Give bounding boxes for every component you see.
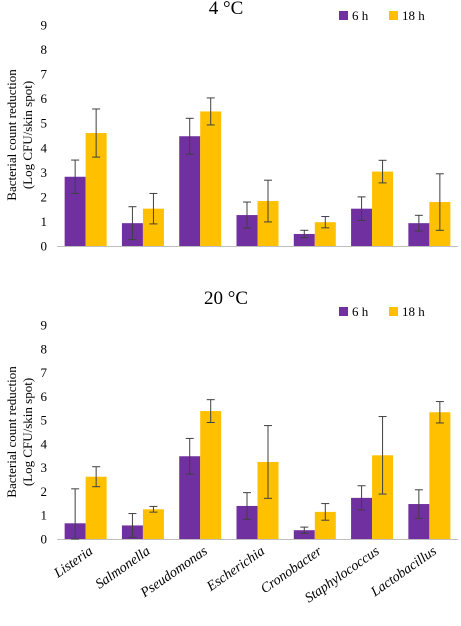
legend-swatch — [339, 11, 348, 20]
bar — [429, 412, 451, 539]
y-tick-label: 2 — [41, 484, 48, 499]
chart-title: 4 °C — [209, 0, 244, 19]
y-tick-label: 8 — [41, 341, 48, 356]
bar — [408, 223, 430, 246]
y-axis-label: Bacterial count reduction — [4, 366, 19, 498]
bar — [351, 208, 373, 246]
legend-label: 6 h — [352, 304, 369, 319]
legend-swatch — [389, 11, 398, 20]
bar — [351, 497, 373, 539]
legend-label: 18 h — [402, 8, 425, 23]
y-tick-label: 4 — [41, 140, 48, 155]
y-tick-label: 1 — [41, 508, 48, 523]
bar — [408, 504, 430, 539]
y-tick-label: 7 — [41, 67, 48, 82]
bar — [64, 176, 86, 246]
y-tick-label: 3 — [41, 460, 48, 475]
bar — [372, 455, 394, 539]
category-label: Escherichia — [204, 544, 268, 595]
y-tick-label: 8 — [41, 42, 48, 57]
bar — [85, 133, 107, 246]
legend-swatch — [389, 307, 398, 316]
y-tick-label: 6 — [41, 389, 48, 404]
bar — [85, 476, 107, 539]
bar — [236, 505, 258, 539]
bar — [293, 233, 315, 246]
bar — [372, 171, 394, 246]
y-tick-label: 1 — [41, 214, 48, 229]
legend-label: 6 h — [352, 8, 369, 23]
bar — [179, 136, 201, 246]
bar — [314, 511, 336, 539]
y-axis-label: (Log CFU/skin spot) — [20, 81, 35, 189]
y-axis-label: (Log CFU/skin spot) — [20, 378, 35, 486]
legend-swatch — [339, 307, 348, 316]
y-axis-label: Bacterial count reduction — [4, 69, 19, 201]
y-tick-label: 9 — [41, 18, 48, 33]
y-tick-label: 9 — [41, 318, 48, 333]
y-tick-label: 4 — [41, 436, 48, 451]
y-tick-label: 2 — [41, 189, 48, 204]
chart-panel-0: 4 °C 0 1 2 3 4 5 6 7 8 9 Bacterial count reduction(… — [4, 0, 458, 254]
bar — [142, 208, 164, 246]
bar — [236, 215, 258, 246]
bar — [257, 461, 279, 539]
bar — [257, 201, 279, 246]
y-tick-label: 3 — [41, 165, 48, 180]
bar — [200, 411, 222, 539]
y-tick-label: 5 — [41, 413, 48, 428]
category-label: Listeria — [51, 544, 96, 582]
bar — [293, 530, 315, 539]
y-tick-label: 7 — [41, 365, 48, 380]
chart-panel-1: 20 °C 0 1 2 3 4 5 6 7 8 9 Bacterial count reduction… — [4, 288, 458, 606]
bar — [314, 222, 336, 246]
legend-label: 18 h — [402, 304, 425, 319]
bar — [179, 456, 201, 539]
y-tick-label: 0 — [41, 532, 48, 547]
y-tick-label: 5 — [41, 116, 48, 131]
bar — [200, 111, 222, 247]
bar — [142, 509, 164, 539]
y-tick-label: 6 — [41, 91, 48, 106]
y-tick-label: 0 — [41, 239, 48, 254]
chart-title: 20 °C — [204, 288, 248, 309]
